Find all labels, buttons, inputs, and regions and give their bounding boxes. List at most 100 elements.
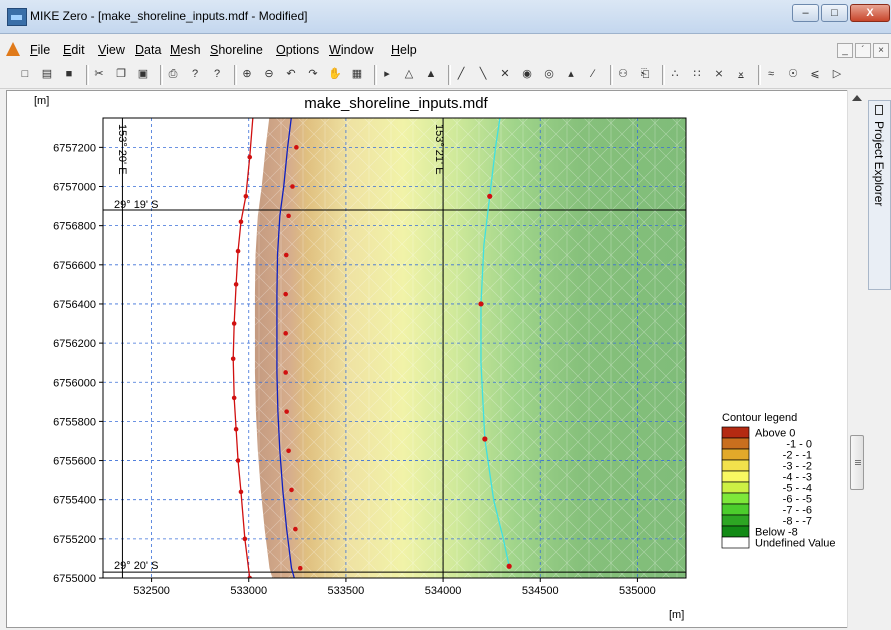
- mdi-minimize-button[interactable]: _: [837, 43, 853, 58]
- lat-label-29-19: 29° 19' S: [114, 199, 158, 211]
- legend-entry-label: Undefined Value: [755, 538, 836, 550]
- menu-label: iew: [106, 43, 125, 57]
- copy-icon[interactable]: ❐: [116, 68, 126, 80]
- plot-area[interactable]: make_shoreline_inputs.mdf [m] [m] 532500…: [6, 90, 852, 628]
- menu-accelerator: H: [391, 43, 401, 57]
- y-tick-label: 6757200: [53, 142, 96, 154]
- shoreline-node-point: [231, 395, 237, 401]
- find-icon[interactable]: ⚇: [618, 68, 628, 80]
- zoom-extent-icon[interactable]: ▦: [351, 68, 363, 80]
- menu-data[interactable]: Data: [135, 43, 161, 57]
- mdi-restore-button[interactable]: ´: [855, 43, 871, 58]
- select-polygon-icon[interactable]: △: [404, 68, 414, 80]
- next-icon[interactable]: ▷: [832, 68, 842, 80]
- menu-view[interactable]: View: [98, 43, 125, 57]
- cut-icon[interactable]: ✂: [94, 68, 104, 80]
- select-points-icon[interactable]: ◉: [522, 68, 532, 80]
- save-icon[interactable]: ■: [65, 68, 73, 80]
- interpolate-icon[interactable]: ☉: [788, 68, 798, 80]
- legend-entry-label: -4 - -3: [783, 472, 812, 484]
- new-icon[interactable]: □: [21, 68, 29, 80]
- project-explorer-tab[interactable]: Project Explorer: [868, 100, 891, 290]
- y-tick-label: 6755600: [53, 456, 96, 468]
- minimize-button[interactable]: –: [792, 4, 819, 22]
- legend-swatch: [721, 437, 750, 450]
- baseline-node-point: [284, 409, 289, 414]
- toolbar-separator: [86, 65, 89, 85]
- delete-arc-icon[interactable]: ✕: [500, 68, 510, 80]
- add-node-icon[interactable]: ▴: [568, 68, 574, 80]
- toolbar: □ ▤ ■ ✂ ❐ ▣ ⎙?? ⊕ ⊖ ↶ ↷ ✋ ▦ ▸ △ ▲ ╱ ╲ ✕ ◉ ◎ ▴ ∕ ⚇ ⎗ ∴ ∷ ⨯ ⨱ ≈ ☉ ⩽ ▷: [0, 62, 891, 89]
- menu-label: dit: [71, 43, 85, 57]
- menu-help[interactable]: Help: [391, 43, 417, 57]
- select-node-icon[interactable]: ▸: [384, 68, 390, 80]
- mesh-generate-icon[interactable]: ∴: [671, 68, 679, 80]
- menu-shoreline[interactable]: Shoreline: [210, 43, 263, 57]
- series-line-1: [276, 118, 295, 578]
- maximize-button[interactable]: □: [821, 4, 848, 22]
- bathymetry-field: [103, 106, 686, 578]
- draw-line-icon[interactable]: ∕: [592, 68, 594, 80]
- select-region-icon[interactable]: ▲: [425, 68, 437, 80]
- zoom-in-icon[interactable]: ⊕: [242, 68, 252, 80]
- mesh-contour-plot[interactable]: make_shoreline_inputs.mdf [m] [m] 532500…: [6, 90, 852, 628]
- menu-window[interactable]: Window: [329, 43, 373, 57]
- baseline-node-point: [283, 291, 288, 297]
- zoom-out-icon[interactable]: ⊖: [264, 68, 274, 80]
- legend-entry-label: -8 - -7: [783, 516, 812, 528]
- smooth-icon[interactable]: ≈: [767, 68, 775, 80]
- baseline-node-point: [283, 252, 289, 258]
- toolbar-separator: [662, 65, 665, 85]
- context-help-icon[interactable]: ?: [213, 68, 221, 80]
- analyse-icon[interactable]: ⩽: [810, 68, 820, 80]
- offshore-node-point: [478, 301, 484, 307]
- document-icon[interactable]: [6, 42, 20, 56]
- vertical-scrollbar[interactable]: [847, 90, 867, 628]
- legend-entry-label: Above 0: [755, 428, 795, 440]
- open-icon[interactable]: ▤: [41, 68, 53, 80]
- edit-points-icon[interactable]: ◎: [544, 68, 554, 80]
- y-tick-label: 6757000: [53, 182, 96, 194]
- mesh-refine-icon[interactable]: ∷: [693, 68, 701, 80]
- mdi-close-button[interactable]: ×: [873, 43, 889, 58]
- edit-arc-icon[interactable]: ╲: [479, 68, 487, 80]
- paste-icon[interactable]: ▣: [137, 68, 149, 80]
- menu-options[interactable]: Options: [276, 43, 319, 57]
- offshore-node-point: [506, 563, 512, 569]
- lon-label-153-20: 153° 20' E: [116, 124, 128, 175]
- y-tick-label: 6756600: [53, 260, 96, 272]
- menu-accelerator: F: [30, 43, 38, 57]
- scroll-up-arrow-icon[interactable]: [852, 95, 862, 101]
- baseline-node-point: [286, 213, 291, 219]
- draw-arc-icon[interactable]: ╱: [457, 68, 465, 80]
- print-preview-icon[interactable]: ⎗: [640, 68, 650, 80]
- zoom-next-icon[interactable]: ↷: [308, 68, 318, 80]
- close-button[interactable]: X: [850, 4, 890, 22]
- help-icon[interactable]: ?: [191, 68, 199, 80]
- menu-mesh[interactable]: Mesh: [170, 43, 201, 57]
- print-icon[interactable]: ⎙: [168, 68, 178, 80]
- pan-icon[interactable]: ✋: [328, 68, 342, 80]
- grip-icon: [855, 460, 861, 461]
- axis-ticks: 532500 533000 533500 534000 534500 535000 6755…: [53, 142, 656, 597]
- baseline-node-point: [293, 526, 298, 532]
- x-tick-label: 534500: [522, 585, 559, 597]
- scroll-thumb[interactable]: [850, 435, 864, 490]
- toolbar-separator: [610, 65, 613, 85]
- menu-bar: File Edit View Data Mesh Shoreline Options Wind…: [0, 40, 891, 60]
- mesh-delete-icon[interactable]: ⨯: [714, 68, 724, 80]
- legend-swatch: [721, 492, 750, 505]
- menu-label: esh: [180, 43, 201, 57]
- toolbar-separator: [234, 65, 237, 85]
- lon-label-153-21: 153° 21' E: [433, 124, 445, 175]
- shoreline-node-point: [251, 106, 256, 111]
- shoreline-node-point: [235, 458, 241, 463]
- menu-label: indow: [340, 43, 374, 57]
- legend-entry-label: -3 - -2: [783, 461, 812, 473]
- mesh-export-icon[interactable]: ⨱: [737, 68, 745, 80]
- menu-edit[interactable]: Edit: [63, 43, 85, 57]
- menu-accelerator: S: [210, 43, 219, 57]
- pin-icon[interactable]: [875, 105, 883, 115]
- menu-file[interactable]: File: [30, 43, 50, 57]
- zoom-previous-icon[interactable]: ↶: [286, 68, 296, 80]
